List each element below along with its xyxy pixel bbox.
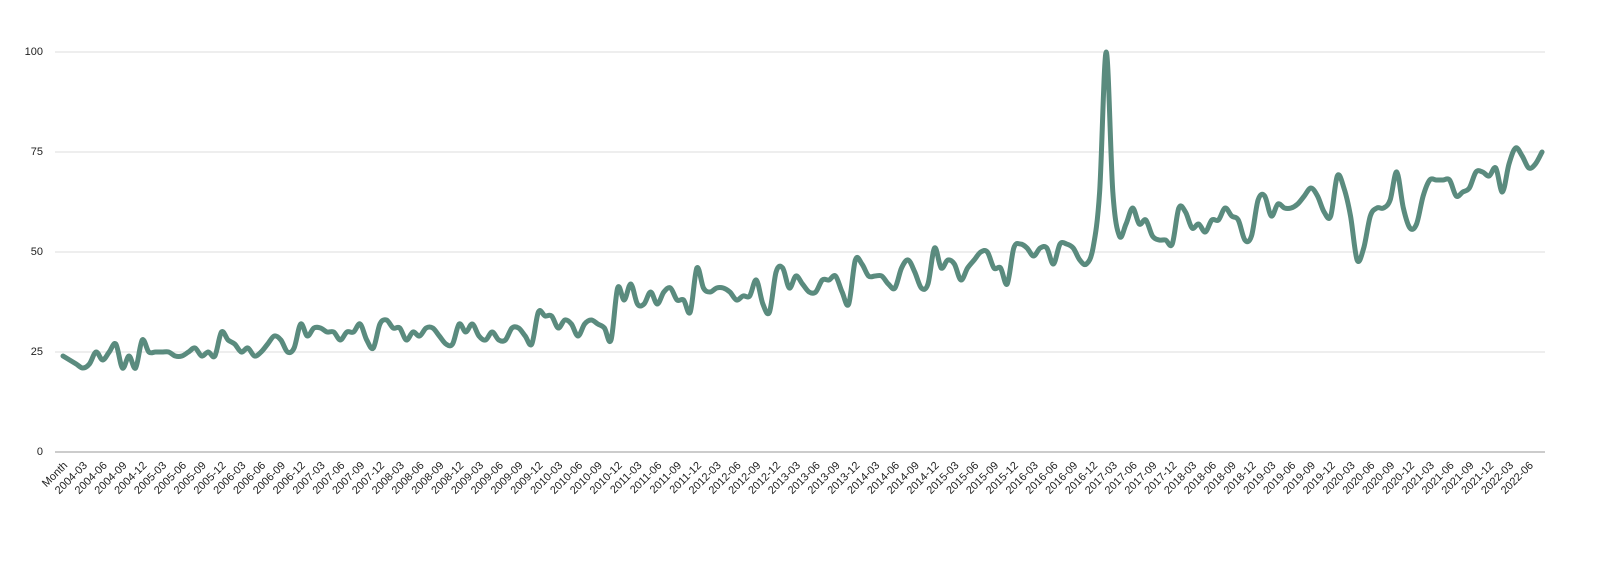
y-tick-label: 0 [37, 446, 43, 458]
y-tick-label: 100 [25, 46, 43, 58]
y-tick-label: 25 [31, 346, 43, 358]
line [60, 49, 1545, 371]
y-tick-label: 75 [31, 146, 43, 158]
y-tick-label: 50 [31, 246, 43, 258]
